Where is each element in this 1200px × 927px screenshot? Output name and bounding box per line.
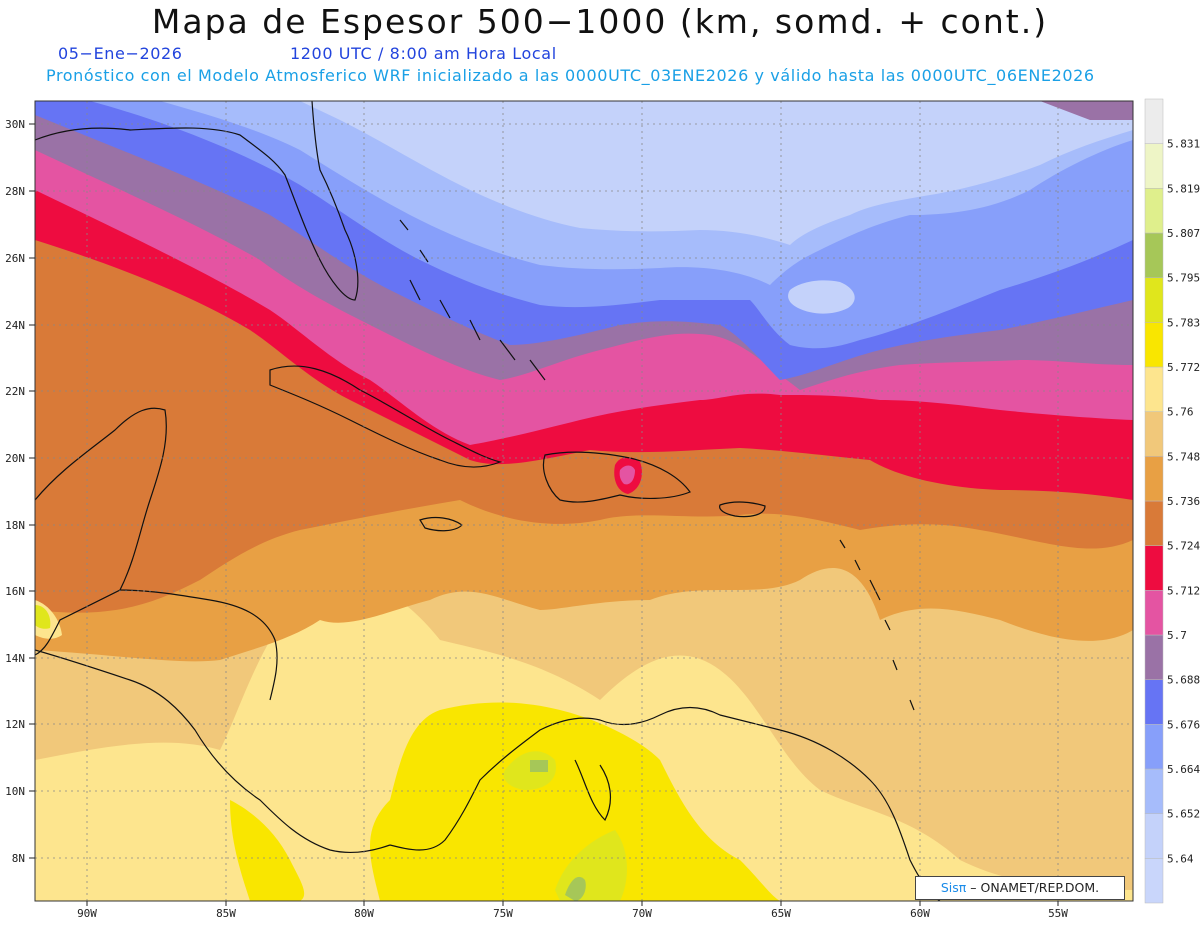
colorbar-swatch [1144,858,1164,904]
colorbar-label: 5.795 [1167,272,1200,285]
colorbar-swatch [1144,232,1164,278]
lon-label: 75W [493,907,513,920]
colorbar-swatch [1144,724,1164,770]
model-init-text: Pronóstico con el Modelo Atmosferico WRF… [46,66,1095,85]
colorbar-swatch [1144,277,1164,323]
lat-label: 12N [5,718,25,731]
band-5795 [530,760,548,772]
lon-label: 80W [354,907,374,920]
credit-box: Sisπ – ONAMET/REP.DOM. [915,876,1125,900]
lon-label: 60W [910,907,930,920]
colorbar-label: 5.819 [1167,182,1200,195]
colorbar-swatch [1144,98,1164,144]
credit-text: – ONAMET/REP.DOM. [970,880,1100,895]
colorbar-swatch [1144,411,1164,457]
lat-label: 14N [5,652,25,665]
map-frame [34,100,1134,902]
lat-label: 22N [5,385,25,398]
lon-label: 85W [216,907,236,920]
colorbar-label: 5.748 [1167,450,1200,463]
lat-label: 26N [5,252,25,265]
colorbar-label: 5.7 [1167,629,1187,642]
colorbar-label: 5.807 [1167,227,1200,240]
colorbar-label: 5.652 [1167,808,1200,821]
colorbar-swatch [1144,143,1164,189]
grid-lines [35,101,1133,901]
colorbar: 5.64 5.652 5.664 5.676 5.688 5.7 5.712 5.724 5.7… [1144,98,1200,904]
colorbar-swatch [1144,679,1164,725]
thickness-shading [35,101,1133,901]
coast-south-america [389,706,941,901]
lat-ticks [29,123,35,859]
colorbar-label: 5.688 [1167,674,1200,687]
map-title: Mapa de Espesor 500−1000 (km, somd. + co… [151,2,1049,41]
lon-label: 65W [771,907,791,920]
coast-puerto-rico [719,501,766,518]
band-5700-b [712,339,724,354]
lat-axis: 30N 28N 26N 24N 22N 20N 18N 16N 14N 12N … [5,118,25,865]
colorbar-swatch [1144,590,1164,636]
valid-time: 1200 UTC / 8:00 am Hora Local [290,44,557,63]
band-5772-b [230,800,305,901]
colorbar-label: 5.724 [1167,540,1200,553]
coast-cuba [269,365,502,468]
colorbar-label: 5.64 [1167,852,1194,865]
colorbar-swatch [1144,813,1164,859]
forecast-date: 05−Ene−2026 [58,44,183,63]
coast-bahamas [399,219,546,381]
lat-label: 20N [5,452,25,465]
colorbar-label: 5.772 [1167,361,1200,374]
colorbar-label: 5.76 [1167,406,1194,419]
lon-axis: 90W 85W 80W 75W 70W 65W 60W 55W [77,907,1068,920]
colorbar-swatch [1144,634,1164,680]
lon-label: 90W [77,907,97,920]
coast-lesser-antilles [839,539,915,711]
colorbar-label: 5.831 [1167,138,1200,151]
lat-label: 28N [5,185,25,198]
band-5640 [300,101,1133,245]
band-5700-c [619,465,635,485]
lat-label: 24N [5,319,25,332]
lat-label: 8N [12,852,25,865]
lat-label: 30N [5,118,25,131]
colorbar-swatch [1144,366,1164,412]
coast-maracaibo [574,759,612,822]
colorbar-swatch [1144,456,1164,502]
colorbar-swatch [1144,188,1164,234]
colorbar-swatch [1144,545,1164,591]
lon-ticks [86,901,1059,906]
colorbar-swatch [1144,768,1164,814]
coast-gulf-florida [35,101,359,301]
coast-hispaniola [542,451,691,503]
band-5688-b [1040,101,1133,120]
lon-label: 70W [632,907,652,920]
band-5795-b [565,876,586,901]
coast-honduras [119,589,278,701]
band-5640-b [788,280,855,314]
lat-label: 18N [5,519,25,532]
band-5772 [370,702,780,901]
lat-label: 10N [5,785,25,798]
colorbar-swatch [1144,322,1164,368]
coastlines [35,101,941,901]
coast-yucatan [35,407,167,656]
colorbar-label: 5.676 [1167,718,1200,731]
lat-label: 16N [5,585,25,598]
brand-logo: Sisπ [940,880,967,895]
coast-central-america [35,649,391,854]
lon-label: 55W [1048,907,1068,920]
colorbar-label: 5.783 [1167,316,1200,329]
band-5772-c [35,605,51,629]
colorbar-label: 5.736 [1167,495,1200,508]
colorbar-label: 5.664 [1167,763,1200,776]
colorbar-label: 5.712 [1167,584,1200,597]
colorbar-swatch [1144,500,1164,546]
